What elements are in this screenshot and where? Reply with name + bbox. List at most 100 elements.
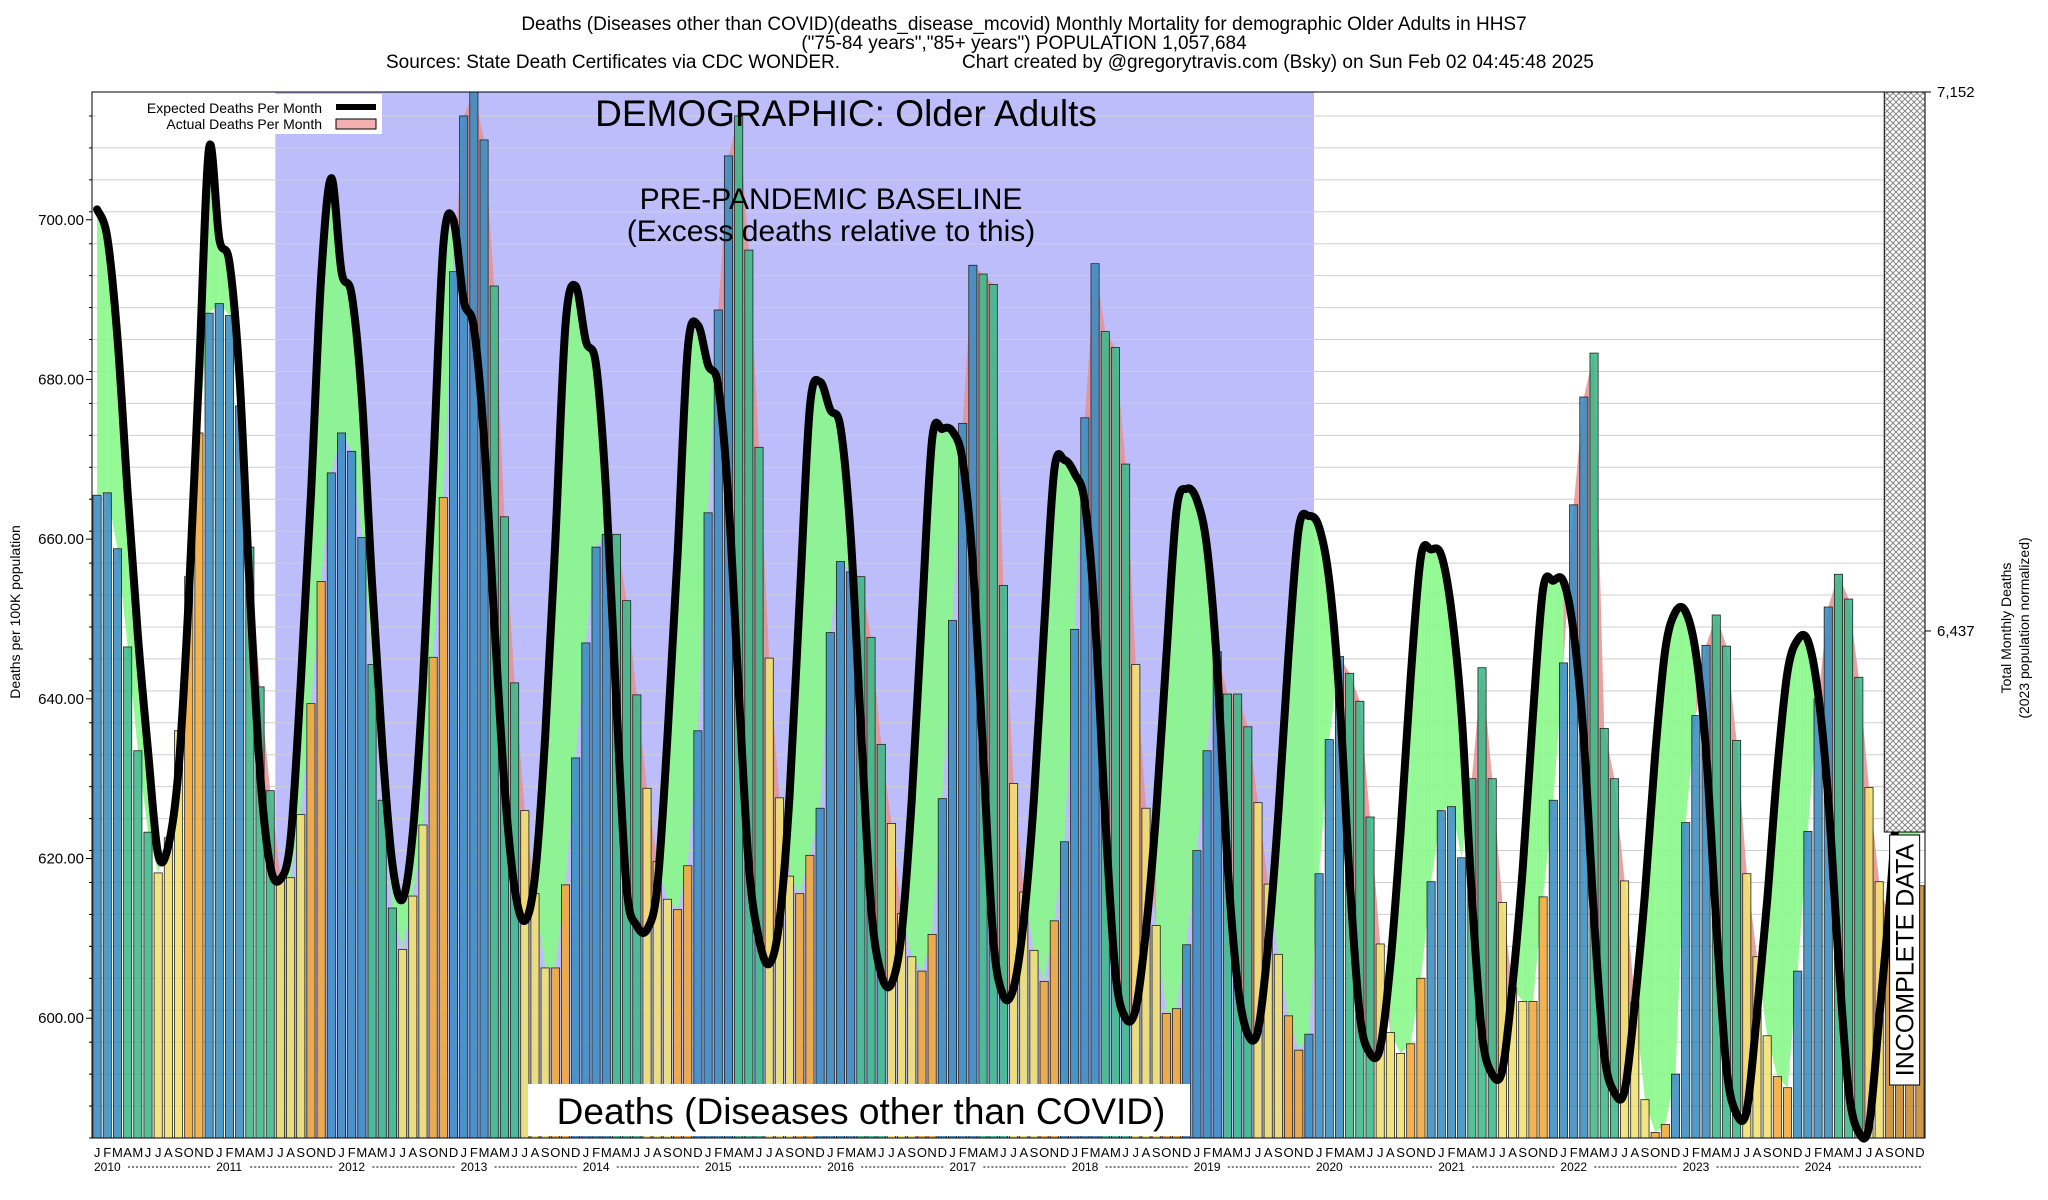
month-label: J [705,1145,712,1160]
actual-bar [1559,662,1568,1139]
month-label: J [338,1145,345,1160]
month-label: A [1753,1145,1762,1160]
month-label: M [1578,1145,1589,1160]
actual-bar [408,895,418,1139]
year-label: 2011 [216,1160,242,1174]
month-label: F [1570,1145,1578,1160]
month-label: J [949,1145,956,1160]
month-label: J [155,1145,162,1160]
legend-expected-label: Expected Deaths Per Month [147,100,322,116]
month-label: O [917,1145,927,1160]
month-label: A [1508,1145,1517,1160]
month-label: M [1090,1145,1101,1160]
month-label: A [979,1145,988,1160]
month-label: O [1894,1145,1904,1160]
month-label: A [246,1145,255,1160]
month-label: S [1030,1145,1039,1160]
month-label: J [511,1145,518,1160]
chart-header: Deaths (Diseases other than COVID)(death… [0,0,2048,80]
actual-bar [571,757,581,1139]
sources-text: Sources: State Death Certificates via CD… [386,52,841,73]
actual-bar [1110,347,1120,1139]
month-label: J [1621,1145,1628,1160]
month-label: D [1793,1145,1802,1160]
month-label: A [1101,1145,1110,1160]
actual-bar [1446,806,1456,1139]
year-label: 2023 [1683,1160,1710,1174]
actual-bar [1294,1049,1304,1139]
month-label: J [1000,1145,1007,1160]
month-label: J [1194,1145,1201,1160]
legend-actual-swatch [335,118,377,130]
month-label: F [1081,1145,1089,1160]
actual-bar [1202,750,1212,1139]
month-label: A [368,1145,377,1160]
actual-bar [296,814,306,1139]
month-label: M [621,1145,632,1160]
year-label: 2018 [1072,1160,1099,1174]
legend-actual-label: Actual Deaths Per Month [166,116,322,132]
month-label: O [1283,1145,1293,1160]
month-label: S [296,1145,305,1160]
year-label: 2013 [461,1160,488,1174]
deficit-shade [799,406,810,894]
month-label: M [967,1145,978,1160]
deficit-shade [1675,611,1686,1075]
actual-bar [326,472,336,1139]
month-label: S [1274,1145,1283,1160]
month-label: J [634,1145,641,1160]
actual-bar [1589,352,1599,1139]
actual-bar [387,907,397,1139]
actual-bar [153,872,163,1139]
subtitle-box [528,1084,1190,1136]
deficit-shade [555,324,566,968]
year-label: 2022 [1560,1160,1587,1174]
actual-bar [1783,1087,1793,1139]
month-label: J [878,1145,885,1160]
month-label: M [1721,1145,1732,1160]
actual-bar [204,312,214,1139]
month-label: M [1212,1145,1223,1160]
month-label: J [277,1145,284,1160]
axes: 600.00 620.00 640.00 660.00 680.00 700.00 7,15… [38,84,1974,1174]
month-label: M [723,1145,734,1160]
month-label: A [123,1145,132,1160]
population-line: ("75-84 years","85+ years") POPULATION 1… [801,33,1247,54]
year-label: 2019 [1194,1160,1221,1174]
month-label: A [612,1145,621,1160]
y-tick-label: 640.00 [38,691,84,708]
actual-bar [194,432,204,1139]
actual-bar [133,750,143,1139]
actual-bar [1854,676,1864,1139]
month-label: D [815,1145,824,1160]
month-label: F [348,1145,356,1160]
month-label: M [112,1145,123,1160]
month-label: F [1203,1145,1211,1160]
month-label: F [592,1145,600,1160]
actual-bar [723,155,733,1139]
month-label: N [1416,1145,1425,1160]
month-label: M [1110,1145,1121,1160]
actual-bar [1396,1052,1406,1139]
deficit-shade [697,325,709,731]
month-label: D [693,1145,702,1160]
excess-shade [1563,504,1574,663]
month-label: F [103,1145,111,1160]
month-label: F [1814,1145,1822,1160]
month-label: N [1294,1145,1303,1160]
right-tick-label: 7,152 [1937,84,1975,101]
actual-bar [275,875,285,1139]
actual-bar [1457,857,1467,1139]
month-label: J [1377,1145,1384,1160]
month-label: D [327,1145,336,1160]
actual-bar [336,432,346,1139]
actual-bar [286,877,296,1139]
deficit-shade [97,209,108,496]
actual-bar [835,561,845,1139]
deficit-shade [1451,611,1462,858]
month-label: O [795,1145,805,1160]
month-label: F [470,1145,478,1160]
actual-bar [1253,802,1263,1139]
month-label: N [316,1145,325,1160]
month-label: J [522,1145,529,1160]
